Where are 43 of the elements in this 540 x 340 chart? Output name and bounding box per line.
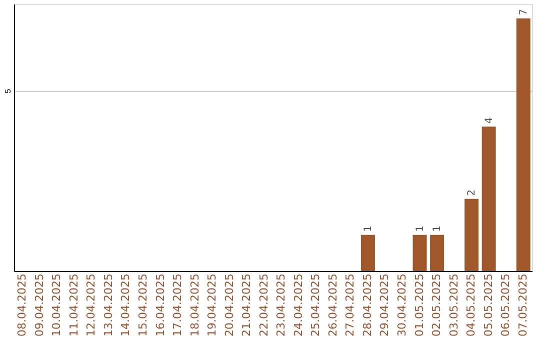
x-tick-label: 02.05.2025 — [430, 274, 444, 336]
x-tick-label: 03.05.2025 — [447, 274, 460, 336]
x-tick-label: 26.04.2025 — [326, 274, 340, 336]
x-tick-label: 19.04.2025 — [206, 274, 219, 336]
data-label: 7 — [518, 9, 530, 16]
x-tick-label: 25.04.2025 — [309, 274, 322, 336]
x-tick-label: 12.04.2025 — [84, 274, 98, 336]
x-tick-label: 01.05.2025 — [412, 274, 426, 336]
x-tick-label: 04.05.2025 — [464, 274, 478, 336]
x-tick-label: 09.04.2025 — [32, 274, 46, 336]
x-tick-label: 23.04.2025 — [274, 274, 288, 336]
data-label: 4 — [484, 117, 495, 124]
x-tick-label: 24.04.2025 — [292, 274, 305, 336]
x-tick-label: 29.04.2025 — [378, 274, 392, 336]
x-tick-label: 05.05.2025 — [482, 274, 495, 336]
bar — [430, 234, 444, 271]
x-tick-label: 18.04.2025 — [188, 274, 202, 336]
bar — [360, 234, 375, 271]
x-tick-label: 16.04.2025 — [154, 274, 167, 336]
bar — [516, 18, 530, 271]
data-label: 1 — [432, 226, 444, 232]
x-tick-label: 28.04.2025 — [360, 274, 374, 336]
x-tick-label: 14.04.2025 — [119, 274, 132, 336]
x-tick-label: 07.05.2025 — [516, 274, 530, 336]
x-tick-label: 17.04.2025 — [171, 274, 184, 336]
x-tick-label: 13.04.2025 — [102, 274, 115, 336]
x-tick-label: 21.04.2025 — [240, 274, 254, 336]
x-tick-label: 20.04.2025 — [222, 274, 236, 336]
x-tick-label: 11.04.2025 — [67, 274, 80, 336]
data-label: 1 — [362, 226, 374, 232]
data-label: 1 — [414, 226, 426, 232]
bar — [482, 126, 496, 271]
bar — [464, 198, 479, 271]
x-tick-label: 08.04.2025 — [16, 274, 29, 336]
x-tick-label: 27.04.2025 — [344, 274, 357, 336]
x-tick-label: 10.04.2025 — [50, 274, 64, 336]
bar — [412, 234, 427, 271]
x-tick-label: 22.04.2025 — [257, 274, 270, 336]
x-tick-label: 06.05.2025 — [499, 274, 512, 336]
y-tick-label: 5 — [4, 88, 12, 94]
x-tick-label: 30.04.2025 — [396, 274, 408, 336]
data-label: 2 — [466, 189, 478, 196]
x-tick-label: 15.04.2025 — [136, 274, 150, 336]
